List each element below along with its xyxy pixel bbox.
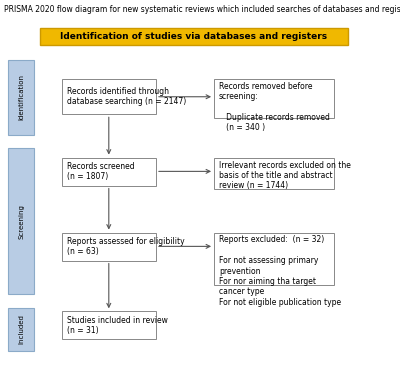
FancyBboxPatch shape [62,311,156,339]
FancyBboxPatch shape [214,79,334,118]
Text: Reports assessed for eligibility
(n = 63): Reports assessed for eligibility (n = 63… [67,237,184,256]
Text: Screening: Screening [18,204,24,239]
Text: Records identified through
database searching (n = 2147): Records identified through database sear… [67,87,186,106]
Text: PRISMA 2020 flow diagram for new systematic reviews which included searches of d: PRISMA 2020 flow diagram for new systema… [4,4,400,13]
FancyBboxPatch shape [62,158,156,186]
FancyBboxPatch shape [8,148,34,294]
FancyBboxPatch shape [62,79,156,114]
Text: Records removed before
screening:

   Duplicate records removed
   (n = 340 ): Records removed before screening: Duplic… [219,82,330,132]
Text: Reports excluded:  (n = 32)

For not assessing primary
prevention
For nor aiming: Reports excluded: (n = 32) For not asses… [219,236,341,307]
Text: Included: Included [18,314,24,344]
Text: Identification: Identification [18,75,24,120]
FancyBboxPatch shape [8,308,34,351]
FancyBboxPatch shape [214,158,334,189]
Text: Irrelevant records excluded on the
basis of the title and abstract
review (n = 1: Irrelevant records excluded on the basis… [219,160,351,190]
FancyBboxPatch shape [40,28,348,45]
Text: Records screened
(n = 1807): Records screened (n = 1807) [67,162,134,181]
FancyBboxPatch shape [8,60,34,135]
FancyBboxPatch shape [62,232,156,261]
Text: Identification of studies via databases and registers: Identification of studies via databases … [60,32,328,41]
Text: Studies included in review
(n = 31): Studies included in review (n = 31) [67,316,168,335]
FancyBboxPatch shape [214,232,334,285]
